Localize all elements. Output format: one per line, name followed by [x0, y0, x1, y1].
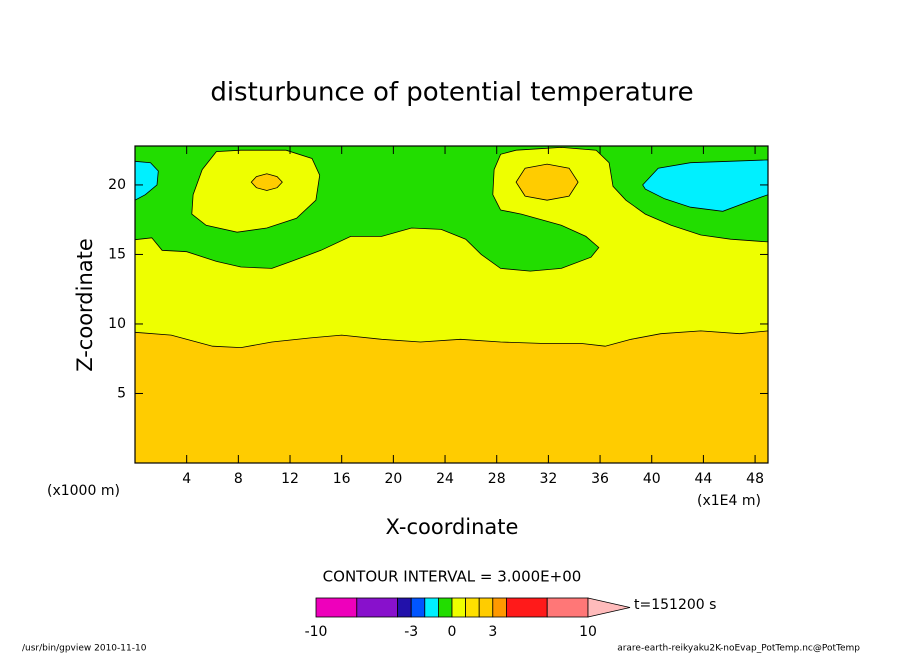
- colorbar-tick-label: 0: [448, 624, 457, 640]
- y-tick-label: 20: [108, 177, 126, 193]
- x-tick-label: 12: [281, 471, 299, 487]
- colorbar-box: [437, 597, 453, 618]
- x-tick-label: 40: [643, 471, 661, 487]
- contour-interval: CONTOUR INTERVAL = 3.000E+00: [323, 568, 582, 586]
- colorbar-tick-label: -10: [305, 624, 328, 640]
- contour-region: [642, 159, 768, 212]
- footer-left: /usr/bin/gpview 2010-11-10: [22, 644, 147, 654]
- colorbar-box: [478, 597, 494, 618]
- colorbar-box: [492, 597, 507, 618]
- x-tick-label: 28: [488, 471, 506, 487]
- x-tick-label: 32: [539, 471, 557, 487]
- y-tick-label: 5: [117, 385, 126, 401]
- colorbar-box: [356, 597, 398, 618]
- x-axis-label: X-coordinate: [386, 515, 519, 539]
- contour-region: [515, 163, 579, 201]
- x-tick-label: 20: [384, 471, 402, 487]
- y-axis-label: Z-coordinate: [73, 238, 97, 372]
- colorbar-tick-label: -3: [404, 624, 418, 640]
- x-tick-label: 8: [234, 471, 243, 487]
- colorbar-box: [424, 597, 439, 618]
- plot-area: [135, 146, 768, 463]
- chart-title: disturbunce of potential temperature: [210, 78, 693, 108]
- x-tick-label: 16: [333, 471, 351, 487]
- x-tick-label: 4: [182, 471, 191, 487]
- footer-right: arare-earth-reikyaku2K-noEvap_PotTemp.nc…: [617, 644, 860, 654]
- x-tick-label: 24: [436, 471, 454, 487]
- colorbar-box: [465, 597, 480, 618]
- time-label: t=151200 s: [634, 597, 716, 613]
- y-tick-label: 10: [108, 316, 126, 332]
- colorbar-box: [546, 597, 589, 618]
- x-tick-label: 48: [746, 471, 764, 487]
- plot-frame: [134, 145, 769, 464]
- x-unit: (x1000 m): [47, 483, 120, 499]
- x-tick-label: 36: [591, 471, 609, 487]
- colorbar-box: [315, 597, 358, 618]
- x-tick-label: 44: [694, 471, 712, 487]
- colorbar-box: [410, 597, 426, 618]
- colorbar-extension: [587, 597, 631, 618]
- contour-region: [135, 160, 159, 201]
- colorbar-tick-label: 3: [488, 624, 497, 640]
- contour-region: [135, 330, 768, 463]
- x2-unit: (x1E4 m): [697, 493, 761, 509]
- y-tick-label: 15: [108, 246, 126, 262]
- contour-region: [250, 173, 283, 191]
- colorbar-box: [451, 597, 467, 618]
- colorbar-box: [505, 597, 548, 618]
- colorbar-tick-label: 10: [579, 624, 597, 640]
- colorbar-box: [397, 597, 412, 618]
